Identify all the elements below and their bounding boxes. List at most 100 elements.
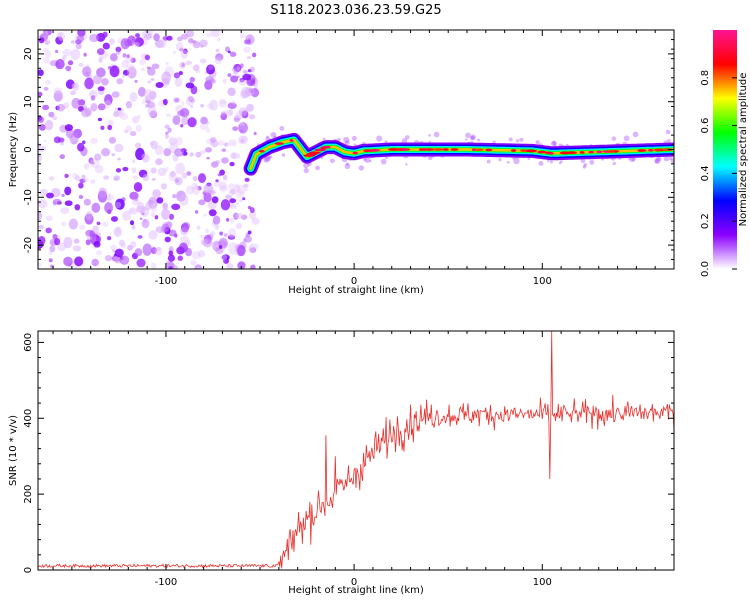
noise-blob — [57, 31, 65, 41]
noise-blob — [103, 175, 110, 180]
noise-blob — [174, 77, 183, 87]
noise-blob — [141, 99, 146, 104]
noise-blob — [38, 262, 42, 268]
noise-blob — [177, 255, 184, 261]
noise-blob — [217, 173, 222, 177]
signal-peak — [537, 150, 547, 154]
noise-blob — [156, 246, 161, 251]
signal-halo — [465, 138, 468, 141]
noise-blob — [100, 125, 105, 131]
noise-blob — [57, 137, 65, 143]
signal-halo — [558, 161, 562, 165]
signal-halo — [623, 135, 630, 142]
snr-x-label: Height of straight line (km) — [288, 585, 424, 596]
noise-blob — [237, 261, 246, 269]
noise-blob — [222, 174, 228, 181]
signal-halo — [470, 134, 476, 140]
noise-blob — [48, 176, 55, 181]
signal-peak — [653, 148, 662, 152]
noise-blob — [234, 183, 240, 188]
noise-blob — [151, 262, 157, 269]
noise-blob — [72, 82, 80, 92]
signal-halo — [303, 167, 309, 174]
noise-blob — [115, 168, 122, 173]
noise-blob — [179, 194, 189, 206]
signal-halo — [632, 131, 639, 138]
noise-blob — [236, 184, 246, 195]
noise-blob — [142, 219, 148, 224]
noise-blob — [110, 53, 118, 62]
colorbar-tick-label: 0.8 — [700, 70, 711, 86]
noise-blob — [91, 202, 101, 213]
noise-blob — [229, 51, 237, 57]
noise-blob — [53, 90, 63, 102]
noise-blob — [206, 156, 210, 160]
signal-peak — [258, 149, 265, 153]
noise-blob — [164, 124, 170, 129]
noise-blob — [136, 205, 146, 214]
noise-blob — [43, 48, 48, 52]
noise-blob — [244, 177, 250, 182]
noise-blob — [63, 236, 73, 249]
noise-blob — [83, 52, 87, 57]
noise-blob — [204, 147, 212, 153]
noise-blob — [160, 183, 167, 190]
noise-blob — [190, 260, 197, 266]
noise-blob — [121, 74, 126, 79]
noise-blob — [149, 141, 155, 146]
noise-blob — [104, 255, 113, 262]
y-tick-label: -20 — [23, 237, 34, 253]
noise-blob — [114, 143, 124, 153]
noise-blob — [54, 87, 63, 95]
signal-halo — [433, 131, 440, 138]
noise-blob — [154, 247, 163, 256]
signal-halo — [303, 162, 309, 169]
noise-blob — [229, 217, 234, 224]
noise-blob — [189, 76, 195, 83]
noise-blob — [116, 226, 122, 233]
noise-blob — [70, 90, 76, 96]
noise-blob — [203, 192, 212, 203]
noise-blob — [228, 189, 232, 194]
signal-peak — [432, 148, 445, 151]
noise-blob — [221, 148, 227, 152]
noise-blob — [45, 215, 54, 221]
noise-blob — [44, 30, 49, 36]
noise-blob — [186, 171, 192, 176]
signal-halo — [492, 140, 496, 144]
noise-blob — [240, 122, 245, 127]
noise-blob — [235, 213, 244, 220]
noise-blob — [249, 210, 257, 220]
noise-blob — [157, 167, 167, 177]
signal-peak — [596, 150, 603, 154]
noise-blob — [228, 139, 237, 147]
signal-halo — [380, 158, 387, 165]
signal-peak — [289, 139, 294, 142]
noise-blob — [220, 254, 228, 261]
noise-blob — [130, 240, 137, 249]
signal-halo — [343, 136, 350, 144]
noise-blob — [131, 167, 137, 174]
noise-blob — [122, 53, 127, 58]
noise-blob — [233, 212, 239, 220]
signal-peak — [647, 148, 654, 152]
signal-peak — [471, 148, 477, 151]
signal-halo — [320, 156, 324, 160]
noise-blob — [104, 94, 113, 106]
noise-blob — [38, 154, 42, 163]
noise-blob — [218, 99, 227, 108]
noise-blob — [132, 115, 139, 124]
signal-peak — [444, 148, 449, 151]
noise-blob — [55, 49, 59, 54]
noise-blob — [185, 185, 195, 195]
noise-blob — [155, 226, 165, 234]
signal-halo — [351, 135, 357, 141]
noise-blob — [180, 124, 184, 128]
noise-blob — [98, 57, 103, 63]
noise-blob — [246, 79, 256, 87]
noise-blob — [38, 198, 48, 209]
noise-blob — [249, 247, 257, 253]
signal-halo — [269, 155, 273, 159]
noise-blob — [252, 52, 257, 58]
noise-blob — [152, 189, 161, 198]
